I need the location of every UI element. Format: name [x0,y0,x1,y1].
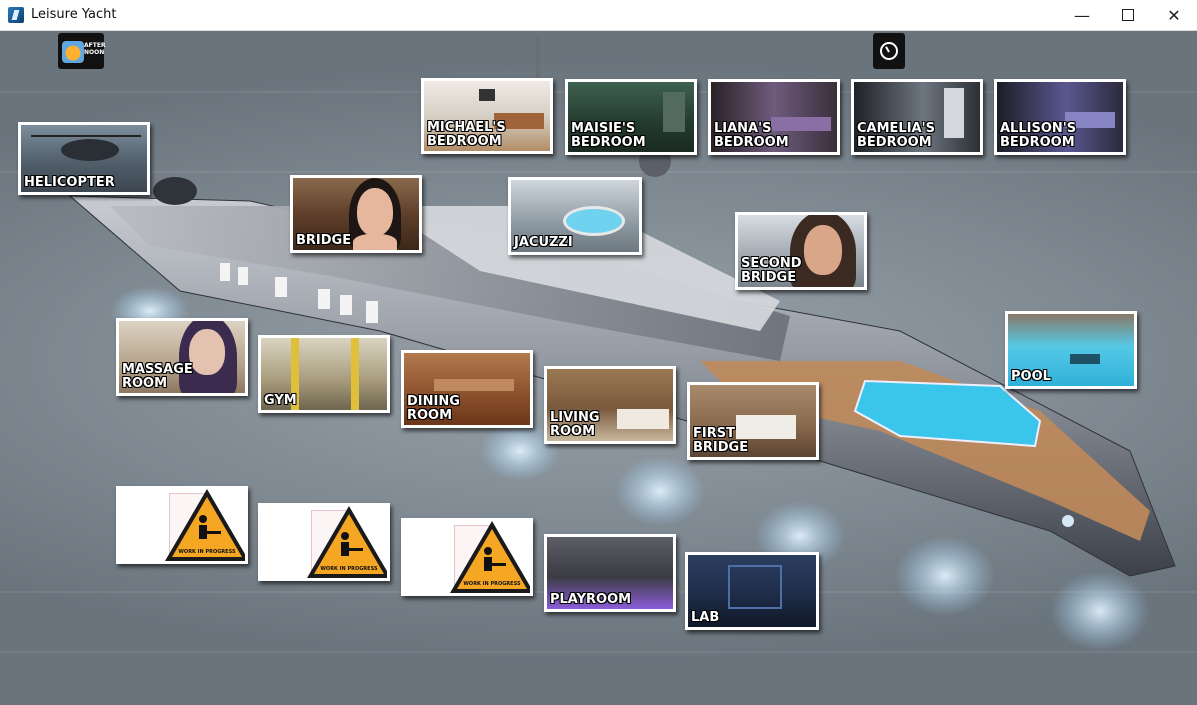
location-helicopter[interactable]: HELICOPTER [18,122,150,195]
wip-label: WORK IN PROGRESS [463,581,521,587]
location-label: GYM [264,393,297,408]
location-label: MICHAEL'S BEDROOM [427,120,506,149]
location-label: SECOND BRIDGE [741,256,802,285]
location-label: MAISIE'S BEDROOM [571,121,646,150]
maximize-button[interactable] [1105,0,1151,30]
warning-icon: WORK IN PROGRESS [307,506,387,578]
character-portrait-brunette [345,178,405,250]
location-label: FIRST BRIDGE [693,426,749,455]
location-label: LAB [691,610,720,625]
character-portrait-long-hair [784,215,862,287]
hull-light [1050,571,1150,651]
minimize-button[interactable]: — [1074,5,1090,25]
wip-label: WORK IN PROGRESS [178,549,236,555]
location-label: POOL [1011,369,1051,384]
location-label: DINING ROOM [407,394,460,423]
location-lianas-bedroom[interactable]: LIANA'S BEDROOM [708,79,840,155]
location-label: MASSAGE ROOM [122,362,193,391]
location-jacuzzi[interactable]: JACUZZI [508,177,642,255]
clock-icon [880,42,898,60]
location-gym[interactable]: GYM [258,335,390,413]
porthole [220,263,230,281]
location-work-in-progress-3[interactable]: WORK IN PROGRESS [401,518,533,596]
water-ripple [0,651,1197,653]
location-pool[interactable]: POOL [1005,311,1137,389]
yacht-deck [110,206,790,361]
location-michaels-bedroom[interactable]: MICHAEL'S BEDROOM [421,78,553,154]
location-label: JACUZZI [514,235,573,250]
yacht-mast [536,36,540,91]
location-allisons-bedroom[interactable]: ALLISON'S BEDROOM [994,79,1126,155]
warning-icon: WORK IN PROGRESS [165,489,245,561]
app-icon [8,7,24,23]
yacht-superstructure [380,206,780,331]
time-of-day-indicator[interactable]: AFTER NOON [58,33,106,69]
porthole [318,289,330,309]
location-label: PLAYROOM [550,592,632,607]
location-work-in-progress-2[interactable]: WORK IN PROGRESS [258,503,390,581]
yacht-map-scene: AFTER NOON HELICOPTER MICHAEL'S BEDROOM … [0,31,1197,705]
location-maisies-bedroom[interactable]: MAISIE'S BEDROOM [565,79,697,155]
location-massage-room[interactable]: MASSAGE ROOM [116,318,248,396]
time-of-day-label: AFTER NOON [84,42,106,56]
maximize-icon [1122,9,1134,21]
sun-icon [62,41,84,63]
location-camelias-bedroom[interactable]: CAMELIA'S BEDROOM [851,79,983,155]
location-label: HELICOPTER [24,175,115,190]
location-label: ALLISON'S BEDROOM [1000,121,1077,150]
helicopter-model [153,177,197,205]
wait-clock-button[interactable] [873,33,905,69]
porthole [275,277,287,297]
wip-label: WORK IN PROGRESS [320,566,378,572]
location-label: LIVING ROOM [550,410,600,439]
window-title: Leisure Yacht [31,7,117,22]
location-work-in-progress-1[interactable]: WORK IN PROGRESS [116,486,248,564]
character-portrait-purple-hair [175,321,241,393]
porthole [340,295,352,315]
location-living-room[interactable]: LIVING ROOM [544,366,676,444]
hull-light [895,536,995,616]
location-lab[interactable]: LAB [685,552,819,630]
location-label: LIANA'S BEDROOM [714,121,789,150]
hull-light [480,421,560,481]
deck-pool [853,379,1042,448]
location-bridge[interactable]: BRIDGE [290,175,422,253]
window-titlebar: Leisure Yacht — ✕ [0,0,1197,31]
warning-icon: WORK IN PROGRESS [450,521,530,593]
location-second-bridge[interactable]: SECOND BRIDGE [735,212,867,290]
hull-light [615,456,705,526]
location-label: CAMELIA'S BEDROOM [857,121,935,150]
hull-light-dot [1062,515,1074,527]
location-dining-room[interactable]: DINING ROOM [401,350,533,428]
porthole [366,301,378,323]
porthole [238,267,248,285]
location-first-bridge[interactable]: FIRST BRIDGE [687,382,819,460]
location-playroom[interactable]: PLAYROOM [544,534,676,612]
location-label: BRIDGE [296,233,352,248]
water-ripple [0,171,1197,173]
close-button[interactable]: ✕ [1167,5,1181,25]
